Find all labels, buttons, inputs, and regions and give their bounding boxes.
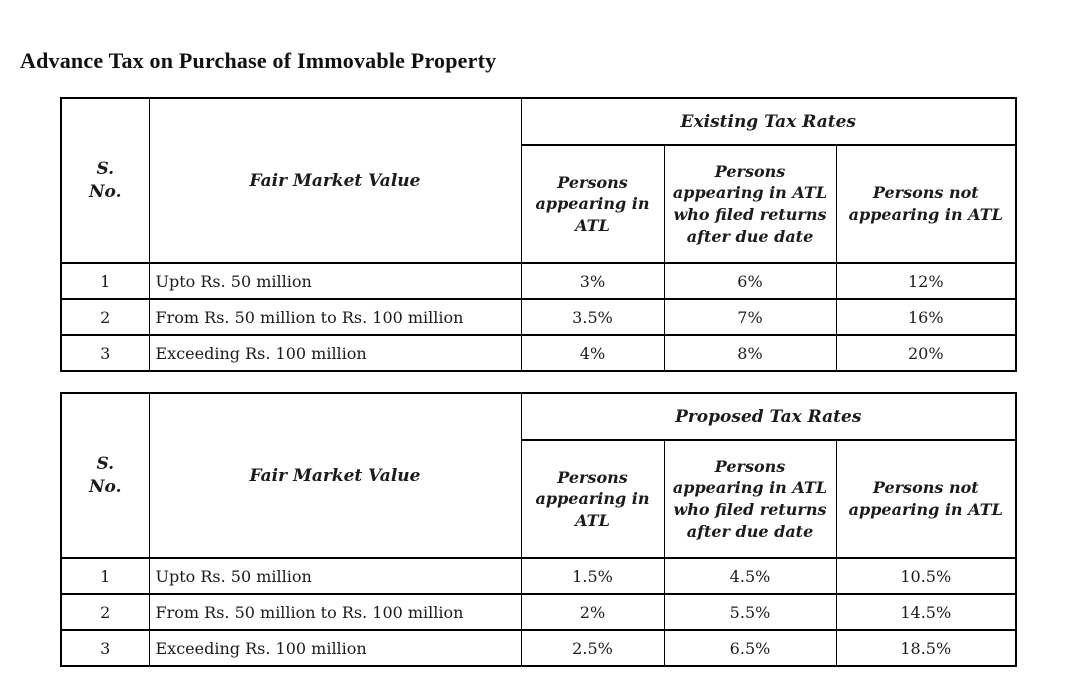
table-row: 2 From Rs. 50 million to Rs. 100 million… xyxy=(60,593,1017,631)
rate-non-atl-cell: 20% xyxy=(835,334,1017,372)
rate-non-atl-cell: 18.5% xyxy=(835,629,1017,667)
table-header-row: S. No. Fair Market Value Existing Tax Ra… xyxy=(60,97,1017,264)
rate-atl-late-cell: 7% xyxy=(663,298,837,336)
fmv-cell: Upto Rs. 50 million xyxy=(148,262,522,300)
rate-atl-late-cell: 4.5% xyxy=(663,557,837,595)
col-header-sno: S. No. xyxy=(60,392,150,559)
sno-cell: 1 xyxy=(60,262,150,300)
table-row: 3 Exceeding Rs. 100 million 2.5% 6.5% 18… xyxy=(60,629,1017,667)
proposed-tax-rates-table: S. No. Fair Market Value Proposed Tax Ra… xyxy=(60,392,1017,667)
rate-non-atl-cell: 16% xyxy=(835,298,1017,336)
col-header-persons-in-atl: Persons appearing in ATL xyxy=(520,144,665,264)
rate-non-atl-cell: 14.5% xyxy=(835,593,1017,631)
sno-cell: 1 xyxy=(60,557,150,595)
col-header-fair-market-value: Fair Market Value xyxy=(148,392,522,559)
page-title: Advance Tax on Purchase of Immovable Pro… xyxy=(20,48,497,73)
group-header-proposed-tax-rates: Proposed Tax Rates xyxy=(520,392,1017,441)
table-subheader-row: Persons appearing in ATL Persons appeari… xyxy=(61,144,1017,264)
rate-atl-late-cell: 5.5% xyxy=(663,593,837,631)
col-header-persons-in-atl: Persons appearing in ATL xyxy=(520,439,665,559)
table-row: 1 Upto Rs. 50 million 1.5% 4.5% 10.5% xyxy=(60,557,1017,595)
col-header-persons-in-atl-late-filer: Persons appearing in ATL who filed retur… xyxy=(663,439,837,559)
rate-atl-cell: 2.5% xyxy=(520,629,665,667)
fmv-cell: Exceeding Rs. 100 million xyxy=(148,629,522,667)
rate-atl-cell: 2% xyxy=(520,593,665,631)
table-subheader-row: Persons appearing in ATL Persons appeari… xyxy=(61,439,1017,559)
existing-tax-rates-table: S. No. Fair Market Value Existing Tax Ra… xyxy=(60,97,1018,372)
table-row: 2 From Rs. 50 million to Rs. 100 million… xyxy=(60,298,1017,336)
rate-atl-late-cell: 6% xyxy=(663,262,837,300)
rate-atl-cell: 1.5% xyxy=(520,557,665,595)
col-header-persons-not-in-atl: Persons not appearing in ATL xyxy=(835,144,1017,264)
fmv-cell: From Rs. 50 million to Rs. 100 million xyxy=(148,593,522,631)
rate-atl-late-cell: 6.5% xyxy=(663,629,837,667)
rate-atl-late-cell: 8% xyxy=(663,334,837,372)
rate-non-atl-cell: 12% xyxy=(835,262,1017,300)
col-header-fair-market-value: Fair Market Value xyxy=(148,97,522,264)
fmv-cell: Exceeding Rs. 100 million xyxy=(148,334,522,372)
rate-atl-cell: 3% xyxy=(520,262,665,300)
fmv-cell: Upto Rs. 50 million xyxy=(148,557,522,595)
col-header-persons-in-atl-late-filer: Persons appearing in ATL who filed retur… xyxy=(663,144,837,264)
sno-cell: 2 xyxy=(60,593,150,631)
col-header-persons-not-in-atl: Persons not appearing in ATL xyxy=(835,439,1017,559)
table-row: 3 Exceeding Rs. 100 million 4% 8% 20% xyxy=(60,334,1017,372)
sno-cell: 2 xyxy=(60,298,150,336)
rate-non-atl-cell: 10.5% xyxy=(835,557,1017,595)
group-header-existing-tax-rates: Existing Tax Rates xyxy=(520,97,1017,146)
fmv-cell: From Rs. 50 million to Rs. 100 million xyxy=(148,298,522,336)
rate-atl-cell: 3.5% xyxy=(520,298,665,336)
sno-cell: 3 xyxy=(60,334,150,372)
rate-atl-cell: 4% xyxy=(520,334,665,372)
sno-cell: 3 xyxy=(60,629,150,667)
table-row: 1 Upto Rs. 50 million 3% 6% 12% xyxy=(60,262,1017,300)
col-header-sno: S. No. xyxy=(60,97,150,264)
table-header-row: S. No. Fair Market Value Proposed Tax Ra… xyxy=(60,392,1017,559)
